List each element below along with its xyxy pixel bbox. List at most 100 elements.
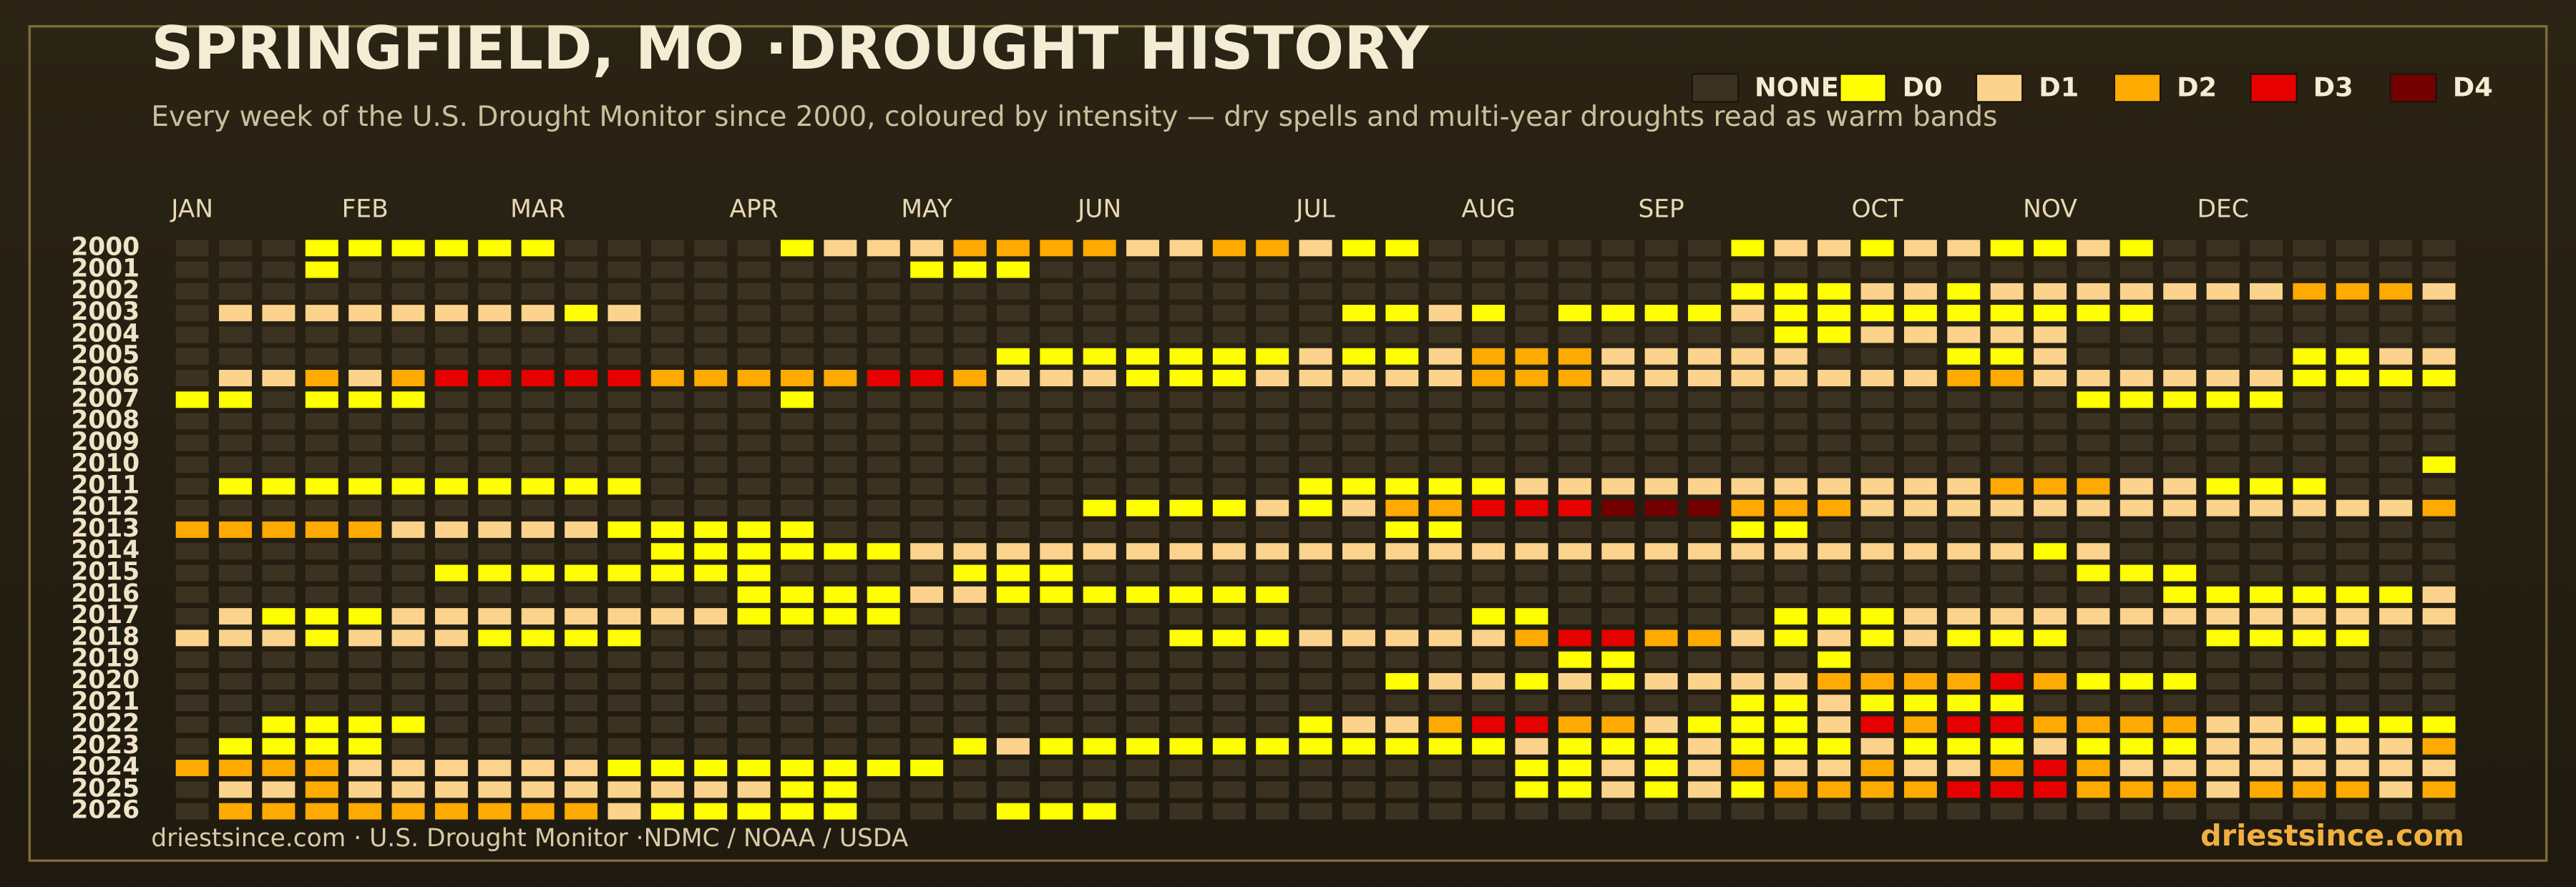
cell [608,305,641,322]
cell [1990,608,2024,625]
cell [1947,629,1981,647]
cell [694,326,728,343]
cell [1428,672,1462,690]
y-tick-label: 2004 [71,319,140,348]
cell [219,370,252,386]
cell [1731,543,1765,560]
cell [2077,629,2110,647]
cell [2034,326,2067,343]
cell [1083,434,1116,451]
cell [2119,781,2153,798]
cell [348,760,382,777]
cell [219,305,252,322]
cell [1083,521,1116,538]
cell [1515,586,1548,603]
cell [737,283,771,300]
cell [2034,672,2067,690]
cell [219,348,252,365]
cell [1990,586,2024,603]
cell [2119,326,2153,343]
cell [867,586,900,603]
cell [953,391,987,408]
cell [305,478,338,495]
cell [2293,240,2326,257]
cell [2293,305,2326,322]
cell [1515,695,1548,712]
cell [1990,240,2024,257]
cell [348,521,382,538]
cell [305,803,338,820]
cell [1558,261,1591,278]
cell [953,305,987,322]
cell [1601,478,1635,495]
cell [1083,760,1116,777]
cell [694,391,728,408]
cell [910,672,944,690]
cell [608,564,641,582]
cell [1731,434,1765,451]
cell [1472,261,1506,278]
cell [867,651,900,668]
cell [608,413,641,430]
cell [1040,240,1073,257]
cell [1903,803,1937,820]
cell [305,695,338,712]
cell [1558,413,1591,430]
cell [1558,521,1591,538]
cell [1990,413,2024,430]
cell [1558,348,1591,365]
cell [910,413,944,430]
legend-label: NONE [1755,72,1839,103]
cell [2119,543,2153,560]
cell [1860,543,1894,560]
cell [824,240,857,257]
cell [824,543,857,560]
cell [1990,261,2024,278]
cell [565,370,598,386]
cell [2034,760,2067,777]
cell [1990,695,2024,712]
cell [565,629,598,647]
y-tick-label: 2026 [71,796,140,825]
cell [1818,760,1851,777]
cell [867,781,900,798]
cell [2206,629,2240,647]
cell [175,608,209,625]
cell [1299,370,1332,386]
cell [867,326,900,343]
cell [262,456,296,474]
cell [1601,434,1635,451]
cell [867,672,900,690]
cell [910,564,944,582]
y-tick-label: 2020 [71,666,140,695]
y-tick-label: 2002 [71,276,140,305]
cell [1040,348,1073,365]
cell [2119,283,2153,300]
cell [996,240,1030,257]
cell [1688,240,1721,257]
cell [1860,608,1894,625]
cell [521,760,555,777]
y-tick-label: 2014 [71,536,140,564]
cell [2163,413,2197,430]
cell [1601,305,1635,322]
cell [1558,586,1591,603]
cell [1169,737,1203,755]
cell [478,543,512,560]
cell [262,716,296,733]
cell [2119,760,2153,777]
cell [219,760,252,777]
cell [1515,521,1548,538]
cell [650,737,684,755]
cell [2422,370,2456,386]
cell [1903,737,1937,755]
y-tick-label: 2024 [71,753,140,781]
cell [1601,283,1635,300]
cell [175,737,209,755]
cell [2250,564,2283,582]
cell [2034,413,2067,430]
cell [1299,608,1332,625]
cell [1299,305,1332,322]
cell [2250,629,2283,647]
cell [1385,370,1419,386]
